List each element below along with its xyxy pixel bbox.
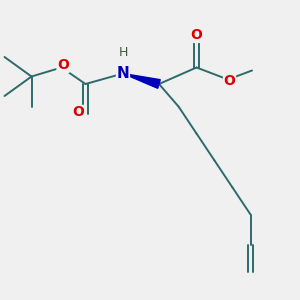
Text: O: O (224, 74, 236, 88)
Text: N: N (117, 66, 129, 81)
Polygon shape (123, 74, 160, 88)
Text: O: O (190, 28, 202, 42)
Text: O: O (57, 58, 69, 72)
Text: H: H (118, 46, 128, 59)
Text: O: O (72, 106, 84, 119)
